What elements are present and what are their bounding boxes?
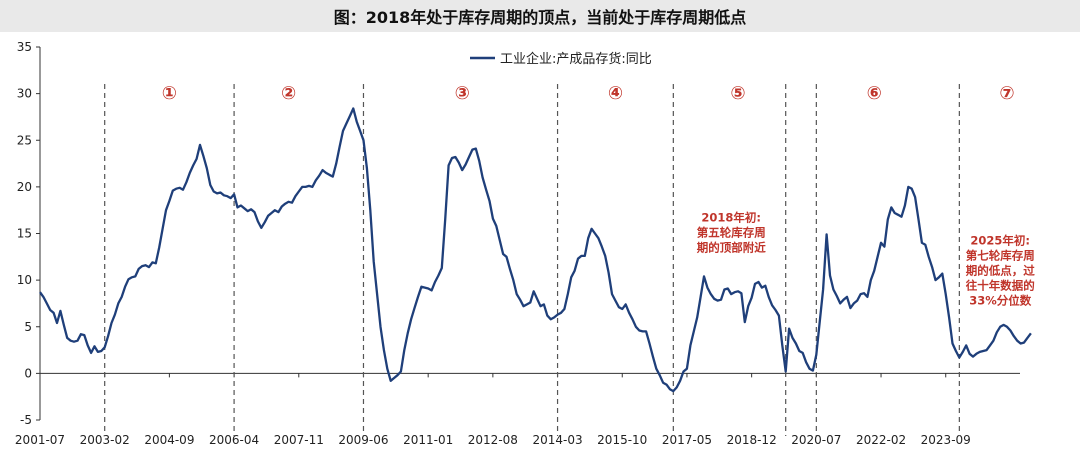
y-tick-label: 35 xyxy=(17,40,32,54)
cycle-label: ① xyxy=(162,83,177,104)
line-chart: -5 0 5 10 15 20 25 30 35 2001-07 2003-02 2004-09 200… xyxy=(15,40,1035,447)
cycle-label: ④ xyxy=(608,83,623,104)
cycle-label: ⑥ xyxy=(867,83,882,104)
y-tick-label: 15 xyxy=(17,227,32,241)
y-tick-label: 25 xyxy=(17,133,32,147)
x-tick-label: 2006-04 xyxy=(209,433,259,447)
series-line xyxy=(39,107,1032,393)
x-tick-label: 2004-09 xyxy=(144,433,194,447)
annotation-line: 期的低点，过 xyxy=(966,264,1035,278)
y-tick-label: 20 xyxy=(17,180,32,194)
y-tick-label: 5 xyxy=(24,320,32,334)
annotation-line: 第七轮库存周 xyxy=(966,249,1035,263)
annotation-line: 2018年初: xyxy=(701,210,761,224)
x-tick-label: 2023-09 xyxy=(921,433,971,447)
x-tick-label: 2018-12 xyxy=(727,433,777,447)
y-tick-label: -5 xyxy=(20,413,32,427)
cycle-label: ⑤ xyxy=(730,83,745,104)
legend-label: 工业企业:产成品存货:同比 xyxy=(500,51,652,67)
x-tick-label: 2003-02 xyxy=(80,433,130,447)
x-tick-label: 2007-11 xyxy=(274,433,324,447)
annotation-line: 往十年数据的 xyxy=(966,279,1035,293)
annotation-line: 33%分位数 xyxy=(969,294,1032,308)
x-tick-label: 2012-08 xyxy=(468,433,518,447)
x-tick-label: 2015-10 xyxy=(597,433,647,447)
chart-title: 图：2018年处于库存周期的顶点，当前处于库存周期低点 xyxy=(333,8,747,27)
cycle-label: ⑦ xyxy=(999,83,1014,104)
x-tick-label: 2020-07 xyxy=(791,433,841,447)
cycle-label: ③ xyxy=(455,83,470,104)
x-tick-label: 2011-01 xyxy=(403,433,453,447)
cycle-label: ② xyxy=(281,83,296,104)
y-tick-label: 10 xyxy=(17,273,32,287)
annotation-line: 期的顶部附近 xyxy=(697,240,766,254)
x-tick-label: 2014-03 xyxy=(532,433,582,447)
y-tick-label: 0 xyxy=(24,366,32,380)
x-tick-label: 2017-05 xyxy=(662,433,712,447)
x-tick-label: 2022-02 xyxy=(856,433,906,447)
x-tick-label: 2001-07 xyxy=(15,433,65,447)
annotation-line: 2025年初: xyxy=(970,234,1030,248)
chart-title-bar: 图：2018年处于库存周期的顶点，当前处于库存周期低点 xyxy=(0,0,1080,32)
x-tick-label: 2009-06 xyxy=(338,433,388,447)
annotation-line: 第五轮库存周 xyxy=(697,225,766,239)
y-tick-label: 30 xyxy=(17,87,32,101)
